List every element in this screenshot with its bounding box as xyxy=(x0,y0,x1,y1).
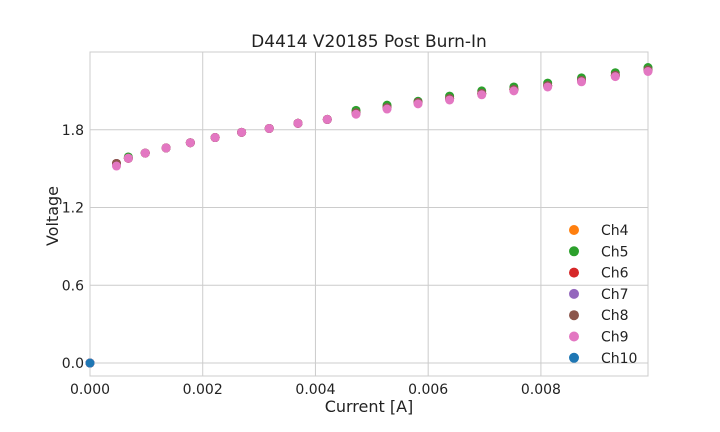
legend-label: Ch4 xyxy=(601,223,629,239)
y-tick-label: 0.6 xyxy=(62,278,84,294)
legend-marker xyxy=(569,267,579,278)
data-points xyxy=(85,63,653,368)
legend-marker xyxy=(569,331,579,342)
data-point xyxy=(643,66,653,76)
x-tick-label: 0.002 xyxy=(183,382,223,398)
data-point xyxy=(123,153,133,163)
legend-item: Ch9 xyxy=(569,330,629,346)
data-point xyxy=(322,114,332,124)
data-point xyxy=(185,138,195,148)
chart-title: D4414 V20185 Post Burn-In xyxy=(251,32,487,52)
legend-label: Ch6 xyxy=(601,266,629,282)
legend-marker xyxy=(569,288,579,299)
legend-marker xyxy=(569,352,579,363)
legend-label: Ch9 xyxy=(601,330,629,346)
data-point xyxy=(576,77,586,87)
series-ch10 xyxy=(85,358,95,368)
data-point xyxy=(382,104,392,114)
data-point xyxy=(161,143,171,153)
legend-marker xyxy=(569,225,579,235)
grid xyxy=(89,52,648,376)
legend-item: Ch10 xyxy=(569,351,637,367)
legend: Ch4 Ch5 Ch6 Ch7 Ch8 Ch9 Ch10 xyxy=(569,223,637,367)
legend-marker xyxy=(569,246,579,257)
data-point xyxy=(140,148,150,158)
y-tick-label: 1.2 xyxy=(62,201,84,217)
x-tick-label: 0.004 xyxy=(295,382,335,398)
y-tick-label: 1.8 xyxy=(62,123,84,139)
legend-item: Ch6 xyxy=(569,266,629,282)
y-tick-label: 0.0 xyxy=(62,356,84,372)
data-point xyxy=(264,123,274,133)
data-point xyxy=(445,95,455,105)
legend-item: Ch8 xyxy=(569,308,629,324)
legend-marker xyxy=(569,310,579,321)
data-point xyxy=(111,161,121,171)
data-point xyxy=(413,99,423,109)
legend-item: Ch4 xyxy=(569,223,629,239)
legend-label: Ch7 xyxy=(601,287,629,303)
data-point xyxy=(543,82,553,92)
data-point xyxy=(85,358,95,368)
y-tick-labels: 0.0 0.6 1.2 1.8 xyxy=(62,123,84,372)
x-tick-label: 0.006 xyxy=(408,382,448,398)
plot-frame xyxy=(89,51,649,377)
y-axis-label: Voltage xyxy=(43,186,62,246)
data-point xyxy=(351,109,361,119)
data-point xyxy=(210,133,220,143)
legend-label: Ch8 xyxy=(601,308,629,324)
legend-label: Ch5 xyxy=(601,244,629,260)
x-tick-label: 0.000 xyxy=(70,382,110,398)
legend-label: Ch10 xyxy=(601,351,637,367)
data-point xyxy=(237,127,247,137)
data-point xyxy=(509,86,519,96)
data-point xyxy=(293,118,303,128)
x-tick-labels: 0.000 0.002 0.004 0.006 0.008 xyxy=(70,382,561,398)
x-axis-label: Current [A] xyxy=(325,397,414,416)
data-point xyxy=(477,90,487,100)
x-tick-label: 0.008 xyxy=(521,382,561,398)
legend-item: Ch7 xyxy=(569,287,629,303)
data-point xyxy=(610,72,620,82)
legend-item: Ch5 xyxy=(569,244,629,260)
